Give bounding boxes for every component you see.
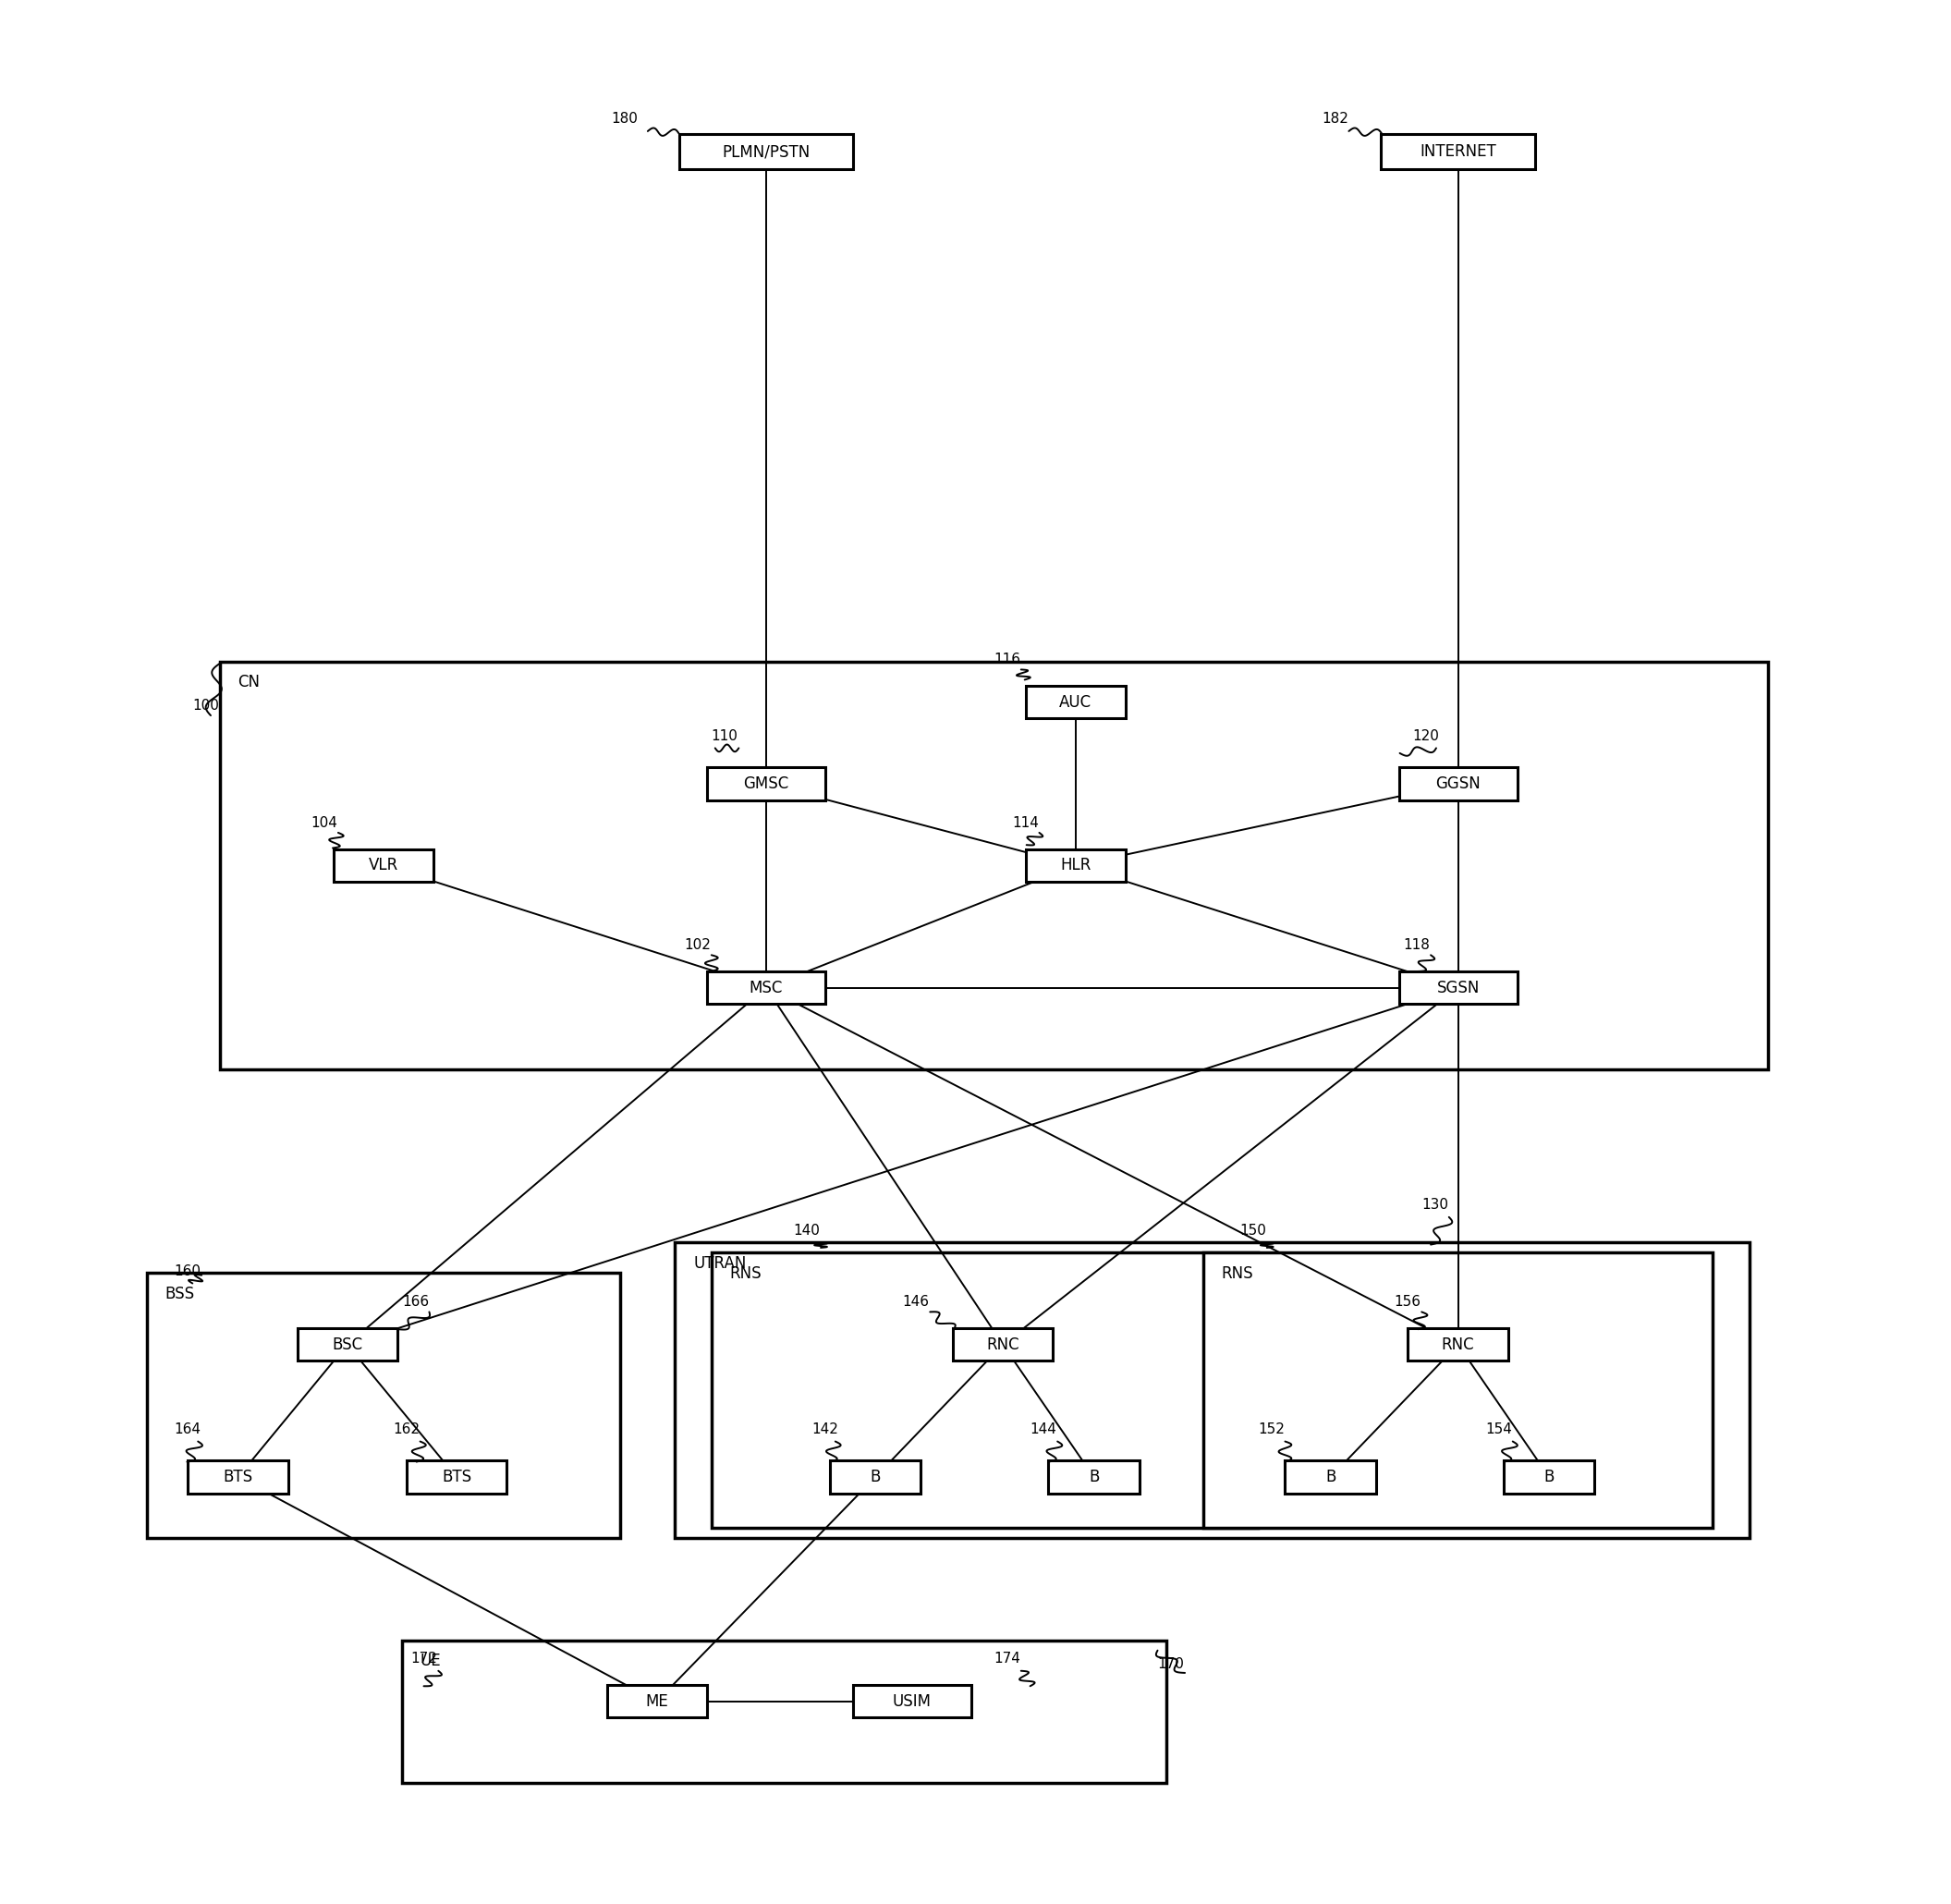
Text: ME: ME bbox=[646, 1693, 669, 1710]
Text: GGSN: GGSN bbox=[1436, 775, 1481, 792]
Text: 116: 116 bbox=[993, 653, 1020, 666]
FancyBboxPatch shape bbox=[1286, 1460, 1375, 1493]
Text: 174: 174 bbox=[993, 1653, 1020, 1666]
FancyBboxPatch shape bbox=[297, 1329, 398, 1361]
Text: 164: 164 bbox=[174, 1422, 201, 1436]
Text: RNS: RNS bbox=[730, 1264, 761, 1281]
Text: VLR: VLR bbox=[369, 857, 398, 874]
FancyBboxPatch shape bbox=[712, 1253, 1258, 1529]
Text: HLR: HLR bbox=[1059, 857, 1091, 874]
Text: 166: 166 bbox=[402, 1295, 429, 1308]
FancyBboxPatch shape bbox=[1381, 133, 1535, 169]
Text: B: B bbox=[870, 1468, 880, 1485]
FancyBboxPatch shape bbox=[402, 1639, 1167, 1782]
Text: INTERNET: INTERNET bbox=[1420, 143, 1496, 160]
Text: 110: 110 bbox=[712, 729, 737, 743]
FancyBboxPatch shape bbox=[1026, 685, 1126, 718]
FancyBboxPatch shape bbox=[406, 1460, 507, 1493]
Text: BSC: BSC bbox=[332, 1337, 363, 1354]
Text: 120: 120 bbox=[1413, 729, 1440, 743]
Text: USIM: USIM bbox=[892, 1693, 931, 1710]
Text: SGSN: SGSN bbox=[1436, 979, 1479, 996]
Text: GMSC: GMSC bbox=[743, 775, 788, 792]
Text: BTS: BTS bbox=[441, 1468, 472, 1485]
Text: RNC: RNC bbox=[1442, 1337, 1475, 1354]
Text: B: B bbox=[1089, 1468, 1098, 1485]
Text: 160: 160 bbox=[174, 1264, 201, 1278]
FancyBboxPatch shape bbox=[706, 767, 825, 800]
FancyBboxPatch shape bbox=[1409, 1329, 1508, 1361]
FancyBboxPatch shape bbox=[1399, 971, 1518, 1003]
Text: 114: 114 bbox=[1013, 815, 1038, 830]
Text: 104: 104 bbox=[310, 815, 338, 830]
FancyBboxPatch shape bbox=[1504, 1460, 1594, 1493]
Text: BSS: BSS bbox=[166, 1285, 195, 1302]
Text: UE: UE bbox=[419, 1653, 441, 1670]
Text: 102: 102 bbox=[685, 939, 710, 952]
Text: 170: 170 bbox=[1157, 1656, 1184, 1672]
Text: 100: 100 bbox=[193, 699, 219, 712]
Text: RNC: RNC bbox=[987, 1337, 1018, 1354]
FancyBboxPatch shape bbox=[334, 849, 433, 882]
FancyBboxPatch shape bbox=[1399, 767, 1518, 800]
Text: 172: 172 bbox=[412, 1653, 437, 1666]
FancyBboxPatch shape bbox=[1204, 1253, 1713, 1529]
Text: UTRAN: UTRAN bbox=[693, 1255, 747, 1272]
Text: 162: 162 bbox=[392, 1422, 419, 1436]
FancyBboxPatch shape bbox=[146, 1274, 620, 1538]
Text: 130: 130 bbox=[1422, 1198, 1448, 1213]
Text: CN: CN bbox=[238, 674, 259, 691]
Text: 118: 118 bbox=[1403, 939, 1430, 952]
Text: 156: 156 bbox=[1395, 1295, 1420, 1308]
FancyBboxPatch shape bbox=[607, 1685, 706, 1717]
Text: 142: 142 bbox=[812, 1422, 839, 1436]
FancyBboxPatch shape bbox=[1026, 849, 1126, 882]
Text: AUC: AUC bbox=[1059, 693, 1093, 710]
Text: BTS: BTS bbox=[222, 1468, 254, 1485]
FancyBboxPatch shape bbox=[853, 1685, 972, 1717]
FancyBboxPatch shape bbox=[679, 133, 853, 169]
FancyBboxPatch shape bbox=[952, 1329, 1054, 1361]
Text: B: B bbox=[1543, 1468, 1555, 1485]
Text: 140: 140 bbox=[794, 1224, 819, 1238]
Text: 152: 152 bbox=[1258, 1422, 1284, 1436]
Text: 150: 150 bbox=[1239, 1224, 1266, 1238]
Text: MSC: MSC bbox=[749, 979, 782, 996]
FancyBboxPatch shape bbox=[220, 661, 1768, 1070]
Text: B: B bbox=[1325, 1468, 1336, 1485]
FancyBboxPatch shape bbox=[675, 1243, 1750, 1538]
Text: 146: 146 bbox=[903, 1295, 929, 1308]
Text: 144: 144 bbox=[1030, 1422, 1057, 1436]
Text: 154: 154 bbox=[1485, 1422, 1512, 1436]
Text: 182: 182 bbox=[1321, 112, 1348, 126]
Text: 180: 180 bbox=[611, 112, 638, 126]
FancyBboxPatch shape bbox=[706, 971, 825, 1003]
Text: PLMN/PSTN: PLMN/PSTN bbox=[722, 143, 810, 160]
FancyBboxPatch shape bbox=[1048, 1460, 1139, 1493]
FancyBboxPatch shape bbox=[187, 1460, 289, 1493]
FancyBboxPatch shape bbox=[829, 1460, 921, 1493]
Text: RNS: RNS bbox=[1221, 1264, 1253, 1281]
